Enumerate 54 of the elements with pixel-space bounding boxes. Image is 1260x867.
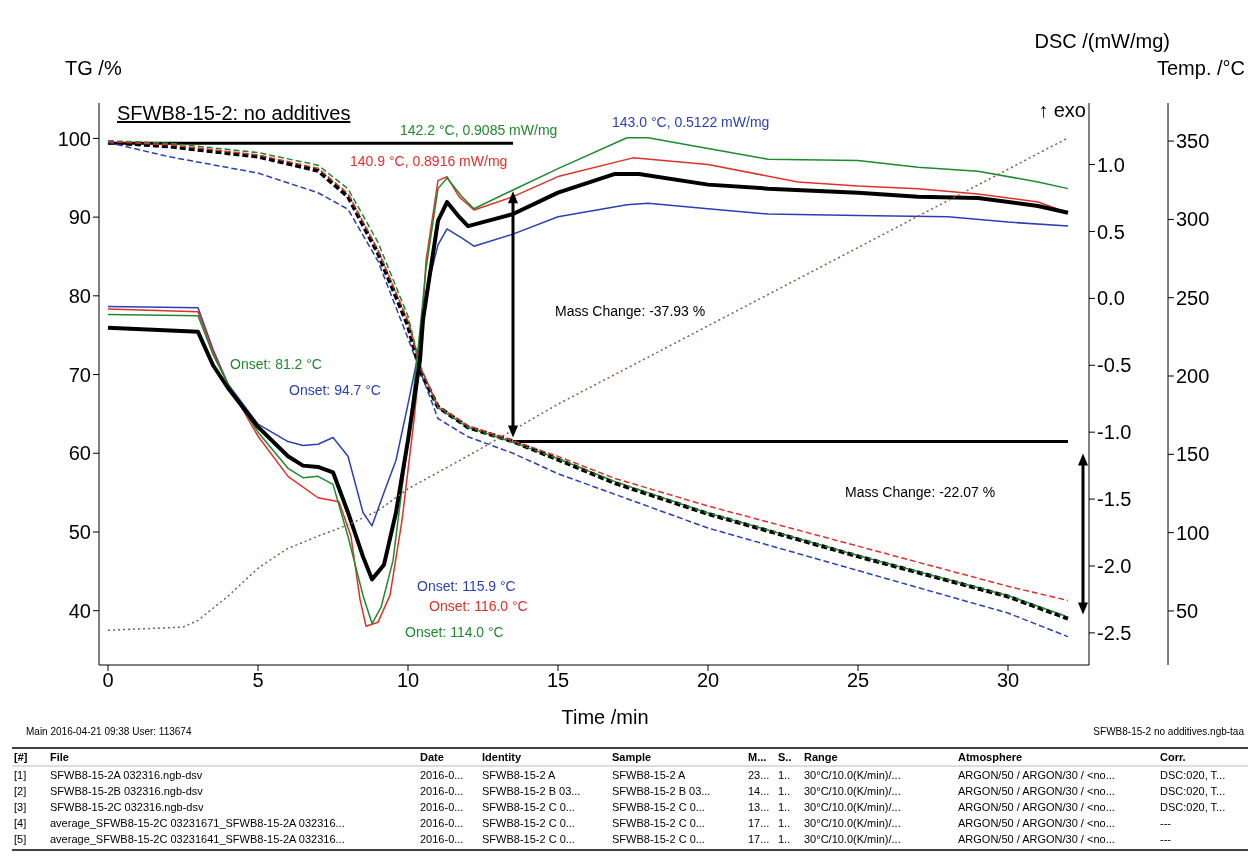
y2-tick-label: -1.0 [1097, 421, 1132, 444]
y3-tick-label: 150 [1176, 443, 1210, 466]
y2-tick-label: -0.5 [1097, 354, 1132, 377]
y-tick-label: 50 [68, 521, 91, 544]
x-tick-label: 10 [396, 669, 420, 692]
annotation: 142.2 °C, 0.9085 mW/mg [400, 122, 558, 138]
y-axis-title: TG /% [65, 57, 122, 79]
y3-tick-label: 250 [1176, 286, 1210, 309]
text: [#] File Date Identity Sample M... S.. Range Atmosphere Corr. [14, 751, 1186, 763]
text: SFWB8-15-2 no additives.ngb-taa [1093, 726, 1245, 737]
x-tick-label: 15 [546, 669, 570, 692]
annotation: Mass Change: -22.07 % [845, 484, 996, 500]
annotation: Onset: 81.2 °C [230, 356, 322, 372]
y2-tick-label: -2.5 [1097, 621, 1132, 644]
annotation: Mass Change: -37.93 % [555, 303, 706, 319]
y2-tick-label: -1.5 [1097, 488, 1132, 511]
y3-tick-label: 50 [1176, 600, 1199, 623]
annotation: Onset: 94.7 °C [289, 382, 381, 398]
chart-title: SFWB8-15-2: no additives [117, 102, 351, 124]
annotation: Onset: 116.0 °C [429, 598, 528, 614]
y-tick-label: 90 [68, 206, 91, 229]
y-tick-label: 60 [68, 442, 91, 465]
annotation: Onset: 114.0 °C [405, 624, 504, 640]
annotation: ↑ exo [1038, 99, 1086, 121]
y3-axis-title: Temp. /°C [1156, 57, 1245, 79]
y2-tick-label: -2.0 [1097, 555, 1132, 578]
text: [5] average_SFWB8-15-2C 03231641_SFWB8-15-2A 032316... 2016-0... SFWB8-15-2 C 0... SFWB8-15-2 C 0... 17... 1.. 30°C/10.0(K/min)/... ARGON/50 / ARGON/30 / <no... --- [14, 833, 1171, 845]
x-tick-label: 30 [996, 669, 1020, 692]
y2-tick-label: 0.5 [1097, 220, 1125, 243]
annotation: 143.0 °C, 0.5122 mW/mg [612, 114, 770, 130]
x-tick-label: 5 [252, 669, 264, 692]
y-tick-label: 100 [57, 127, 91, 150]
annotation: 140.9 °C, 0.8916 mW/mg [350, 153, 508, 169]
y-tick-label: 80 [68, 284, 91, 307]
y-tick-label: 70 [68, 363, 91, 386]
y3-tick-label: 300 [1176, 208, 1210, 231]
text: [3] SFWB8-15-2C 032316.ngb-dsv 2016-0... SFWB8-15-2 C 0... SFWB8-15-2 C 0... 13... 1.. 30°C/10.0(K/min)/... ARGON/50 / ARGON/30 / <no... DSC:020, T... [14, 801, 1226, 813]
y3-tick-label: 350 [1176, 130, 1210, 153]
text: [4] average_SFWB8-15-2C 03231671_SFWB8-15-2A 032316... 2016-0... SFWB8-15-2 C 0... SFWB8-15-2 C 0... 17... 1.. 30°C/10.0(K/min)/... ARGON/50 / ARGON/30 / <no... --- [14, 817, 1171, 829]
x-tick-label: 25 [846, 669, 870, 692]
y2-axis-title: DSC /(mW/mg) [1034, 30, 1170, 52]
text: [1] SFWB8-15-2A 032316.ngb-dsv 2016-0... SFWB8-15-2 A SFWB8-15-2 A 23... 1.. 30°C/10.0(K/min)/... ARGON/50 / ARGON/30 / <no... DSC:020, T... [14, 769, 1226, 781]
text: Main 2016-04-21 09:38 User: 113674 [26, 726, 192, 737]
text: [2] SFWB8-15-2B 032316.ngb-dsv 2016-0... SFWB8-15-2 B 03... SFWB8-15-2 B 03... 14... 1.. 30°C/10.0(K/min)/... ARGON/50 / ARGON/30 / <no... DSC:020, T... [14, 785, 1226, 797]
x-tick-label: 0 [102, 669, 114, 692]
y2-tick-label: 0.0 [1097, 287, 1125, 310]
line-series [107, 202, 1069, 527]
y2-tick-label: 1.0 [1097, 153, 1125, 176]
y3-tick-label: 100 [1176, 521, 1210, 544]
y-tick-label: 40 [68, 599, 91, 622]
x-tick-label: 20 [696, 669, 720, 692]
x-axis-title: Time /min [561, 706, 649, 728]
y3-tick-label: 200 [1176, 365, 1210, 388]
annotation: Onset: 115.9 °C [417, 578, 516, 594]
